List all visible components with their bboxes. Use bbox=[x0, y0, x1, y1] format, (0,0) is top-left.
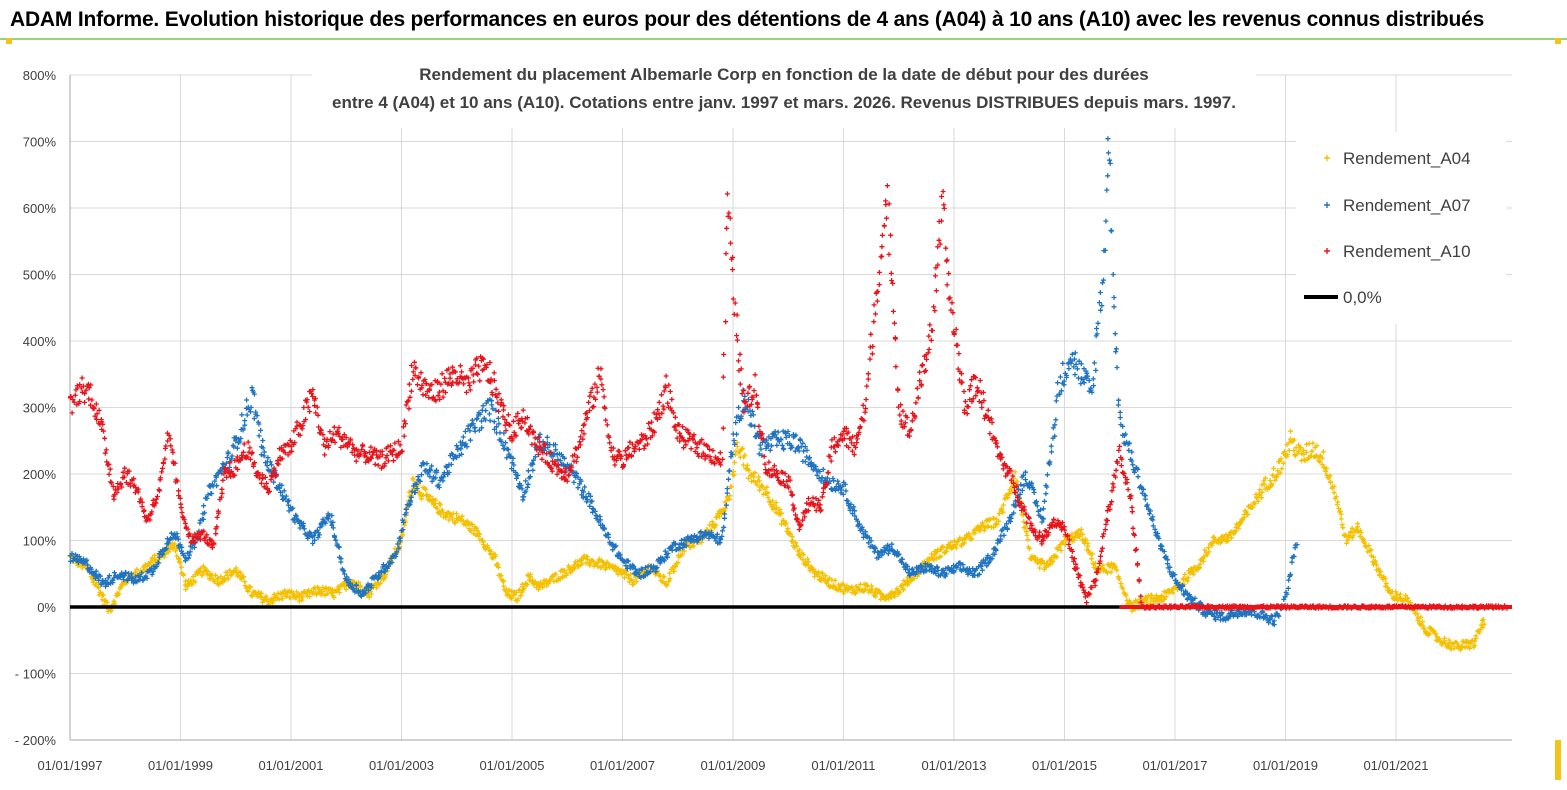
x-tick-label: 01/01/2005 bbox=[479, 758, 544, 773]
x-tick-label: 01/01/2021 bbox=[1363, 758, 1428, 773]
y-tick-label: 600% bbox=[23, 201, 57, 216]
y-tick-label: 400% bbox=[23, 334, 57, 349]
banner-corner-left bbox=[6, 38, 12, 44]
legend-marker bbox=[1324, 155, 1330, 161]
x-tick-label: 01/01/2009 bbox=[700, 758, 765, 773]
x-tick-label: 01/01/2007 bbox=[590, 758, 655, 773]
x-tick-label: 01/01/2017 bbox=[1142, 758, 1207, 773]
y-tick-label: - 100% bbox=[15, 667, 57, 682]
chart-title-line2: entre 4 (A04) et 10 ans (A10). Cotations… bbox=[332, 93, 1236, 112]
legend-item: Rendement_A10 bbox=[1324, 242, 1471, 261]
legend-marker bbox=[1324, 248, 1330, 254]
legend-label: Rendement_A04 bbox=[1343, 149, 1471, 168]
y-tick-label: 100% bbox=[23, 534, 57, 549]
y-tick-label: 500% bbox=[23, 268, 57, 283]
series-points bbox=[67, 136, 1300, 628]
x-tick-label: 01/01/2015 bbox=[1032, 758, 1097, 773]
x-tick-label: 01/01/2013 bbox=[921, 758, 986, 773]
y-tick-label: 800% bbox=[23, 68, 57, 83]
banner: ADAM Informe. Evolution historique des p… bbox=[0, 0, 1567, 40]
legend-item: 0,0% bbox=[1304, 288, 1382, 307]
legend-label: Rendement_A10 bbox=[1343, 242, 1471, 261]
legend-label: Rendement_A07 bbox=[1343, 196, 1471, 215]
x-tick-label: 01/01/1999 bbox=[148, 758, 213, 773]
legend-item: Rendement_A07 bbox=[1324, 196, 1471, 215]
x-tick-label: 01/01/2003 bbox=[369, 758, 434, 773]
y-tick-label: 0% bbox=[37, 600, 56, 615]
x-tick-label: 01/01/2001 bbox=[258, 758, 323, 773]
x-tick-label: 01/01/2019 bbox=[1253, 758, 1318, 773]
x-tick-label: 01/01/2011 bbox=[811, 758, 875, 773]
y-tick-label: - 200% bbox=[15, 733, 57, 748]
legend-label: 0,0% bbox=[1343, 288, 1382, 307]
banner-corner-right bbox=[1555, 38, 1561, 44]
series-rendement-a07 bbox=[67, 136, 1300, 628]
series-points bbox=[67, 183, 1510, 611]
x-tick-label: 01/01/1997 bbox=[37, 758, 102, 773]
y-tick-label: 200% bbox=[23, 467, 57, 482]
legend-box bbox=[1296, 132, 1506, 324]
y-tick-label: 700% bbox=[23, 135, 57, 150]
performance-chart: 800% 700% 600% 500% 400% 300% 200% 100% 0% - 100%… bbox=[15, 58, 1561, 780]
banner-title: ADAM Informe. Evolution historique des p… bbox=[10, 8, 1485, 31]
y-tick-label: 300% bbox=[23, 401, 57, 416]
legend: Rendement_A04 Rendement_A07 Rendement_A10 0… bbox=[1296, 132, 1506, 324]
corner-bottom-right bbox=[1555, 740, 1561, 780]
series-rendement-a10 bbox=[67, 183, 1510, 611]
chart-title-line1: Rendement du placement Albemarle Corp en… bbox=[419, 65, 1149, 84]
title-box bbox=[312, 58, 1256, 128]
legend-marker bbox=[1324, 202, 1330, 208]
legend-item: Rendement_A04 bbox=[1324, 149, 1471, 168]
